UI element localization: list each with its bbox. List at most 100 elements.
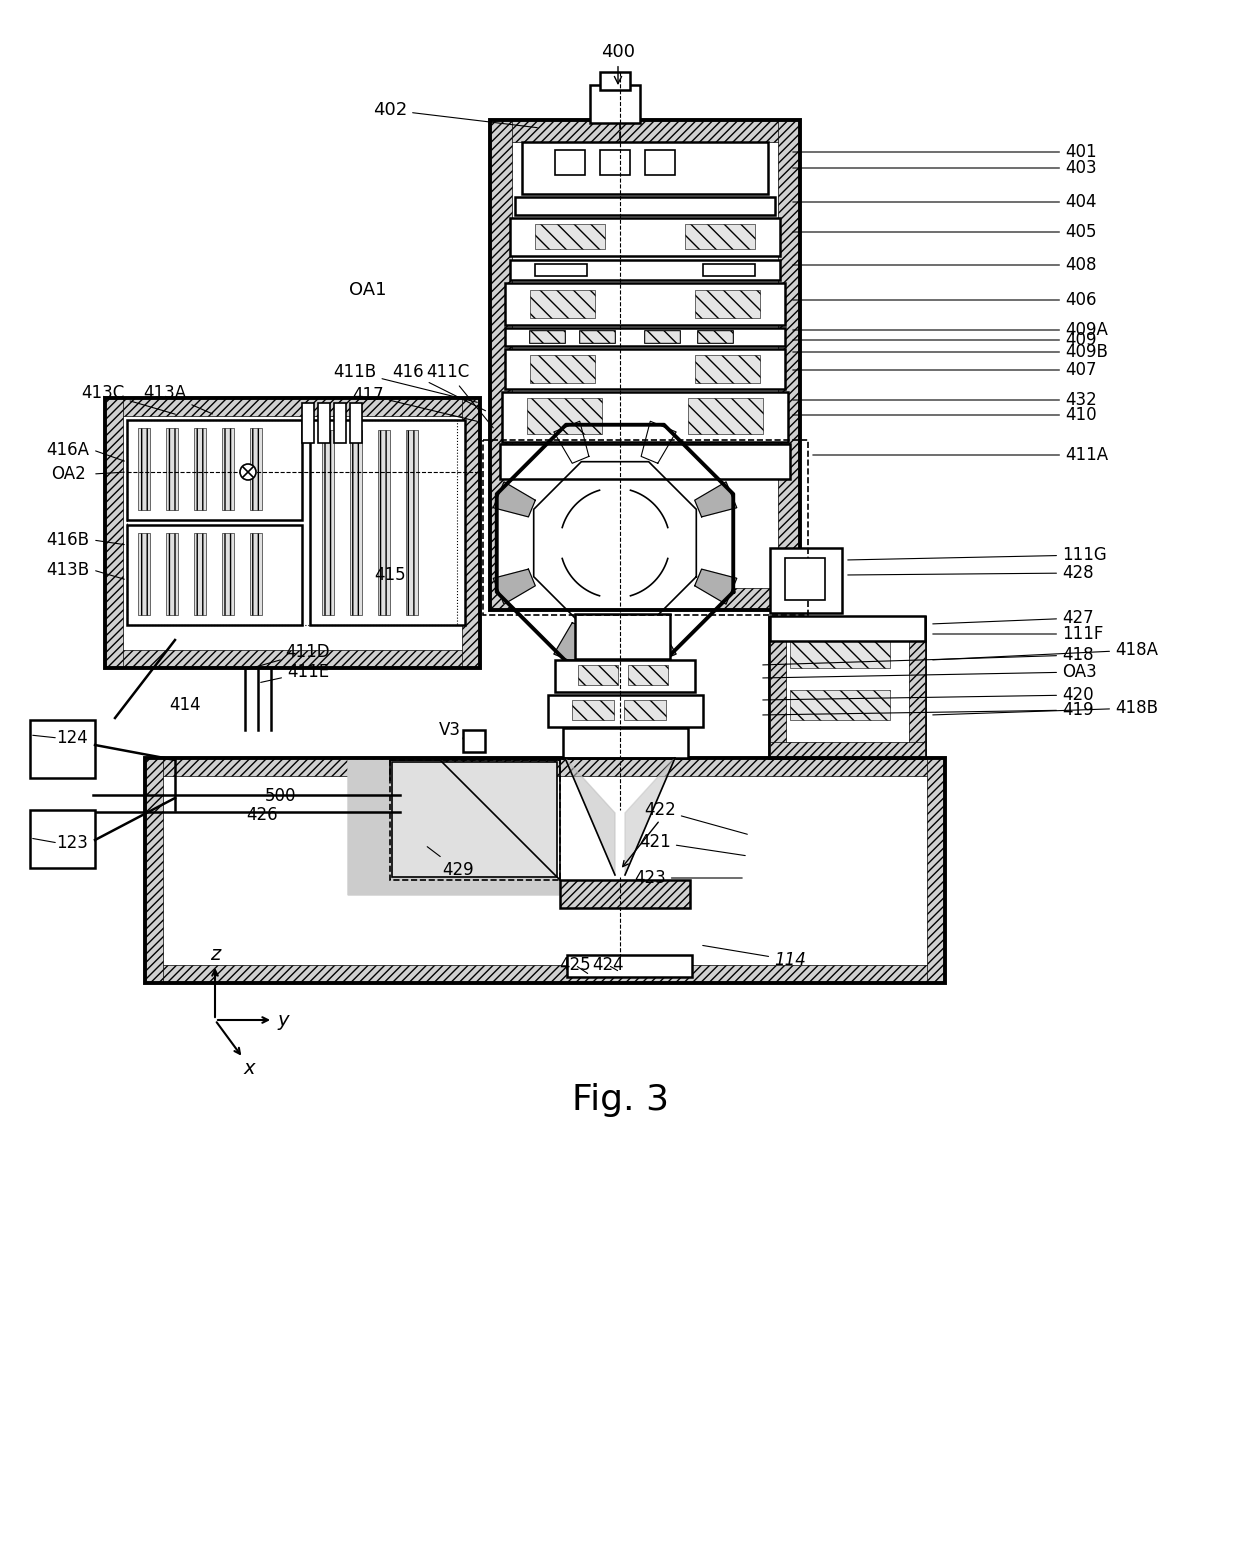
Text: 426: 426: [247, 805, 278, 824]
Bar: [510, 218, 528, 257]
Bar: [126, 526, 303, 625]
Polygon shape: [497, 425, 733, 662]
Bar: [193, 428, 206, 510]
Text: 416A: 416A: [47, 441, 89, 459]
Bar: [500, 444, 790, 479]
Bar: [790, 638, 890, 668]
Bar: [193, 533, 206, 615]
Text: 400: 400: [601, 43, 635, 83]
Text: 410: 410: [792, 407, 1096, 424]
Bar: [317, 404, 330, 444]
Bar: [698, 331, 733, 343]
Text: 411E: 411E: [260, 663, 329, 682]
Bar: [694, 356, 760, 383]
Bar: [522, 142, 768, 193]
Bar: [556, 660, 570, 693]
Bar: [105, 649, 480, 668]
Bar: [522, 142, 542, 193]
Bar: [391, 761, 560, 880]
Text: 425: 425: [559, 955, 590, 974]
Bar: [575, 614, 670, 659]
Bar: [350, 404, 362, 444]
Bar: [785, 558, 825, 600]
Text: V3: V3: [439, 720, 461, 739]
Bar: [105, 397, 480, 416]
Text: 409B: 409B: [792, 343, 1107, 362]
Bar: [30, 810, 95, 867]
Bar: [556, 150, 585, 175]
Bar: [490, 121, 800, 611]
Text: 428: 428: [848, 564, 1094, 581]
Text: 421: 421: [639, 833, 745, 855]
Text: 416: 416: [392, 363, 486, 411]
Bar: [909, 618, 925, 758]
Polygon shape: [641, 623, 676, 665]
Bar: [145, 758, 162, 983]
Bar: [529, 331, 565, 343]
Text: 404: 404: [792, 193, 1096, 210]
Bar: [580, 331, 615, 343]
Bar: [578, 665, 618, 685]
Text: 111F: 111F: [932, 625, 1104, 643]
Bar: [770, 618, 925, 634]
Bar: [505, 328, 523, 346]
Bar: [138, 428, 150, 510]
Text: y: y: [278, 1011, 289, 1030]
Bar: [687, 696, 703, 727]
Bar: [768, 328, 785, 346]
Bar: [145, 758, 945, 776]
Bar: [600, 150, 630, 175]
Bar: [126, 421, 303, 519]
Bar: [627, 665, 668, 685]
Bar: [703, 264, 755, 277]
Text: 111G: 111G: [848, 546, 1107, 564]
Bar: [250, 428, 262, 510]
Polygon shape: [391, 761, 560, 880]
Text: 403: 403: [792, 159, 1096, 176]
Bar: [222, 533, 234, 615]
Bar: [145, 965, 945, 983]
Bar: [310, 421, 465, 625]
Text: 405: 405: [792, 223, 1096, 241]
Text: 415: 415: [374, 566, 405, 584]
Text: 419: 419: [763, 700, 1094, 719]
Bar: [505, 283, 523, 325]
Text: 423: 423: [634, 869, 743, 887]
Text: 407: 407: [792, 362, 1096, 379]
Text: 409A: 409A: [792, 322, 1107, 339]
Bar: [580, 331, 615, 343]
Polygon shape: [565, 758, 615, 875]
Bar: [748, 142, 768, 193]
Bar: [563, 728, 688, 758]
Bar: [350, 430, 362, 615]
Text: z: z: [210, 946, 221, 965]
Bar: [500, 444, 518, 479]
Bar: [392, 762, 557, 877]
Bar: [166, 533, 179, 615]
Polygon shape: [625, 758, 675, 875]
Bar: [378, 430, 391, 615]
Bar: [534, 264, 587, 277]
Bar: [688, 397, 763, 434]
Bar: [548, 696, 703, 727]
Polygon shape: [641, 421, 676, 464]
Bar: [510, 260, 780, 280]
Bar: [645, 331, 680, 343]
Bar: [322, 430, 334, 615]
Text: 408: 408: [792, 257, 1096, 274]
Bar: [529, 331, 565, 343]
Text: 500: 500: [264, 787, 296, 805]
Bar: [624, 700, 666, 720]
Bar: [222, 428, 234, 510]
Bar: [556, 660, 694, 693]
Bar: [560, 880, 689, 908]
Polygon shape: [694, 482, 737, 516]
Bar: [138, 533, 150, 615]
Bar: [770, 618, 786, 758]
Text: 402: 402: [373, 100, 537, 128]
Bar: [773, 444, 790, 479]
Polygon shape: [554, 421, 589, 464]
Bar: [770, 742, 925, 758]
Bar: [770, 547, 784, 614]
Bar: [928, 758, 945, 983]
